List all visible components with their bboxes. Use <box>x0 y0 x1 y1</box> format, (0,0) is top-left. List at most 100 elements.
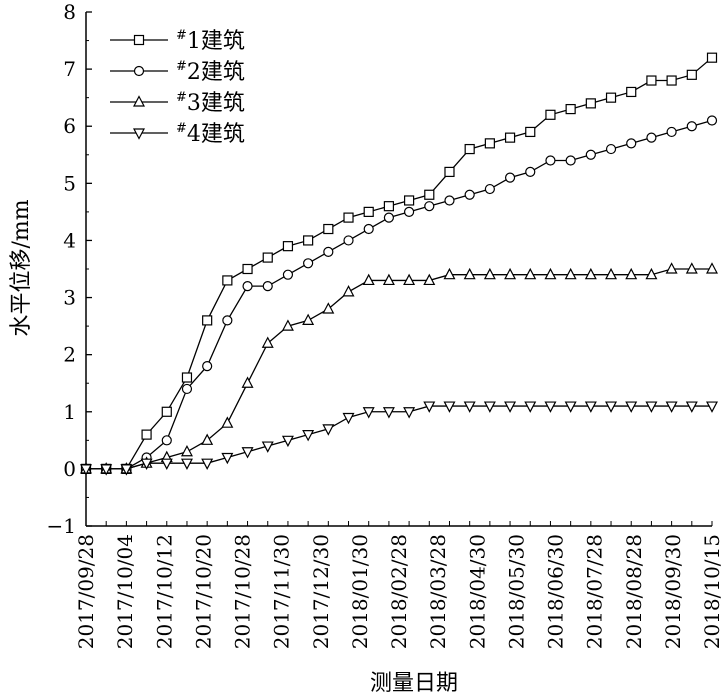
data-point <box>686 69 697 80</box>
data-point <box>302 430 315 442</box>
data-point <box>342 412 355 425</box>
data-point <box>444 195 455 206</box>
legend-entry: #2建筑 <box>110 59 245 85</box>
data-point <box>463 401 476 413</box>
legend-marker <box>133 95 145 107</box>
data-point <box>322 424 335 436</box>
x-tick-label: 2017/12/30 <box>309 534 333 649</box>
legend-entry: #1建筑 <box>110 28 245 54</box>
y-tick-label: −1 <box>47 514 76 538</box>
x-tick-label: 2017/09/28 <box>74 534 98 649</box>
data-point <box>141 429 152 440</box>
legend-label: #2建筑 <box>176 59 245 85</box>
data-point <box>564 267 577 280</box>
data-point <box>181 372 193 383</box>
legend-label: #4建筑 <box>176 121 245 147</box>
series-line <box>86 119 713 470</box>
x-tick-label: 2018/06/30 <box>544 534 568 649</box>
x-tick-label: 2018/08/28 <box>622 534 646 649</box>
data-point <box>645 401 658 413</box>
series-layer <box>80 52 718 476</box>
data-point <box>483 267 496 280</box>
data-point <box>464 143 475 155</box>
data-point <box>665 401 678 413</box>
y-tick-label: 6 <box>63 114 76 138</box>
data-point <box>322 302 335 314</box>
data-point <box>625 401 638 413</box>
data-point <box>160 458 173 470</box>
data-point <box>343 212 354 223</box>
legend: #1建筑 #2建筑 #3建筑 #4建筑 <box>110 28 245 147</box>
data-point <box>362 407 375 419</box>
y-tick-label: 4 <box>63 228 76 252</box>
data-point <box>100 464 113 476</box>
data-point <box>201 458 214 470</box>
data-point <box>685 262 698 274</box>
series-3 <box>80 262 718 474</box>
data-point <box>161 435 172 446</box>
y-tick-label: 0 <box>63 457 76 481</box>
data-point <box>403 206 415 217</box>
data-point <box>706 52 718 63</box>
x-tick-label: 2017/11/30 <box>270 534 294 649</box>
y-tick-label: 7 <box>63 57 76 81</box>
y-tick-label: 8 <box>63 0 76 24</box>
data-point <box>584 267 597 280</box>
data-point <box>504 401 517 413</box>
x-axis-ticks: 2017/09/28 2017/10/04 2017/10/12 2017/10/20… <box>74 521 721 649</box>
x-tick-label: 2018/03/28 <box>426 534 450 649</box>
legend-marker <box>133 65 145 77</box>
data-point <box>443 267 456 280</box>
data-point <box>403 273 416 286</box>
data-point <box>706 401 718 413</box>
data-point <box>626 86 637 98</box>
data-point <box>605 267 618 280</box>
data-point <box>363 223 374 235</box>
data-point <box>242 281 253 292</box>
data-point <box>484 183 495 195</box>
data-point <box>241 376 254 388</box>
legend-marker <box>133 34 145 46</box>
data-point <box>180 458 193 470</box>
data-point <box>303 258 314 269</box>
y-axis-ticks: −1 0 1 2 3 4 5 6 7 8 <box>47 0 92 538</box>
series-line <box>86 268 712 470</box>
data-point <box>544 267 557 280</box>
data-point <box>646 75 657 86</box>
data-point <box>140 458 153 470</box>
data-point <box>584 401 597 413</box>
data-point <box>181 383 193 395</box>
data-point <box>262 252 273 263</box>
x-tick-label: 2018/01/30 <box>348 534 372 649</box>
data-point <box>525 126 536 138</box>
y-axis-title: 水平位移/mm <box>9 199 34 336</box>
series-2 <box>80 115 718 474</box>
data-point <box>524 267 537 280</box>
data-point <box>646 132 657 143</box>
data-point <box>281 435 294 448</box>
x-tick-label: 2018/02/28 <box>387 534 411 649</box>
x-tick-label: 2018/05/30 <box>504 534 528 649</box>
data-point <box>262 281 273 292</box>
data-point <box>463 267 476 280</box>
data-point <box>281 319 294 331</box>
x-tick-label: 2018/07/28 <box>583 534 607 649</box>
data-point <box>544 401 557 413</box>
data-point <box>424 201 435 212</box>
x-tick-label: 2017/10/04 <box>113 534 137 649</box>
data-point <box>545 109 556 120</box>
data-point <box>120 464 133 476</box>
data-point <box>282 241 294 252</box>
data-point <box>221 416 234 428</box>
data-point <box>484 138 495 149</box>
data-point <box>161 406 172 417</box>
series-1 <box>80 52 718 474</box>
data-point <box>241 447 254 459</box>
legend-entry: #3建筑 <box>110 90 245 116</box>
data-point <box>605 92 617 103</box>
data-point <box>706 115 718 126</box>
y-tick-label: 1 <box>63 400 76 424</box>
y-tick-label: 2 <box>63 343 76 367</box>
x-tick-label: 2017/10/20 <box>191 534 215 649</box>
data-point <box>363 206 374 217</box>
